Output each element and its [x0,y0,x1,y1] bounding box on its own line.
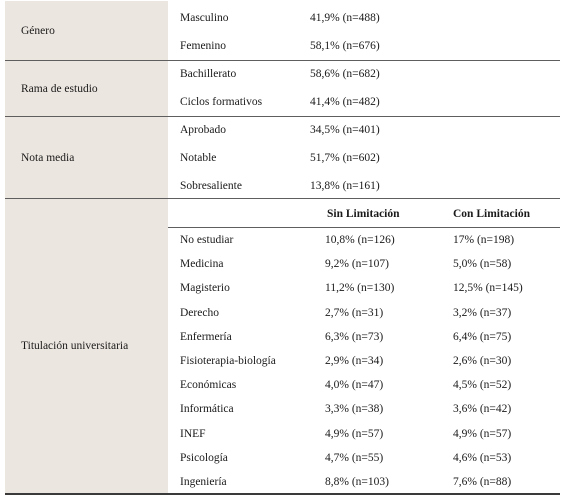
row-category: Sobresaliente [180,180,242,192]
row-category: INEF [180,428,206,440]
row-category: Femenino [180,40,226,52]
row-value-con-limitacion: 4,6% (n=53) [453,452,512,464]
row-value-sin-limitacion: 2,7% (n=31) [325,307,384,319]
section-label-cell: Nota media [5,117,168,198]
row-value: 58,1% (n=676) [310,40,380,52]
section-label-rama: Rama de estudio [21,82,98,95]
table-bottom-border [5,493,560,495]
row-value-con-limitacion: 2,6% (n=30) [453,355,512,367]
row-value-con-limitacion: 6,4% (n=75) [453,331,512,343]
section-label-genero: Género [21,24,55,37]
section-label-nota: Nota media [21,151,75,164]
section-divider [5,116,560,117]
row-category: Medicina [180,258,224,270]
row-value-con-limitacion: 4,9% (n=57) [453,428,512,440]
row-value-sin-limitacion: 4,0% (n=47) [325,379,384,391]
row-category: Enfermería [180,331,232,343]
row-value-sin-limitacion: 4,9% (n=57) [325,428,384,440]
section-label-cell: Titulación universitaria [5,199,168,493]
row-value-con-limitacion: 12,5% (n=145) [453,282,523,294]
row-category: Derecho [180,307,219,319]
row-category: Aprobado [180,124,226,136]
section-divider [5,60,560,61]
row-value-sin-limitacion: 9,2% (n=107) [325,258,389,270]
row-category: Bachillerato [180,68,237,80]
row-category: Masculino [180,12,229,24]
section-divider [5,198,560,199]
row-category: Ingeniería [180,476,227,488]
row-category: Informática [180,403,234,415]
row-value: 58,6% (n=682) [310,68,380,80]
row-value: 41,9% (n=488) [310,12,380,24]
row-value-sin-limitacion: 6,3% (n=73) [325,331,384,343]
section-label-cell: Rama de estudio [5,61,168,116]
row-category: Psicología [180,452,228,464]
row-category: Ciclos formativos [180,96,263,108]
row-category: No estudiar [180,234,234,246]
row-value-sin-limitacion: 11,2% (n=130) [325,282,395,294]
row-value: 34,5% (n=401) [310,124,380,136]
row-value-con-limitacion: 7,6% (n=88) [453,476,512,488]
section-label-cell: Género [5,1,168,60]
row-category: Notable [180,152,217,164]
row-value: 51,7% (n=602) [310,152,380,164]
row-value: 41,4% (n=482) [310,96,380,108]
row-value-sin-limitacion: 10,8% (n=126) [325,234,395,246]
row-value-con-limitacion: 4,5% (n=52) [453,379,512,391]
row-category: Magisterio [180,282,230,294]
section-label-titulacion: Titulación universitaria [21,340,129,352]
row-value-con-limitacion: 3,6% (n=42) [453,403,512,415]
row-value-con-limitacion: 5,0% (n=58) [453,258,512,270]
row-value-sin-limitacion: 8,8% (n=103) [325,476,389,488]
row-category: Económicas [180,379,237,391]
row-value-sin-limitacion: 2,9% (n=34) [325,355,384,367]
row-category: Fisioterapia-biología [180,355,276,367]
row-value-sin-limitacion: 3,3% (n=38) [325,403,384,415]
column-header-sin-limitacion: Sin Limitación [327,208,400,220]
row-value-sin-limitacion: 4,7% (n=55) [325,452,384,464]
row-value-con-limitacion: 17% (n=198) [453,234,515,246]
row-value: 13,8% (n=161) [310,180,380,192]
column-header-con-limitacion: Con Limitación [453,208,530,220]
header-divider [168,227,560,228]
row-value-con-limitacion: 3,2% (n=37) [453,307,512,319]
